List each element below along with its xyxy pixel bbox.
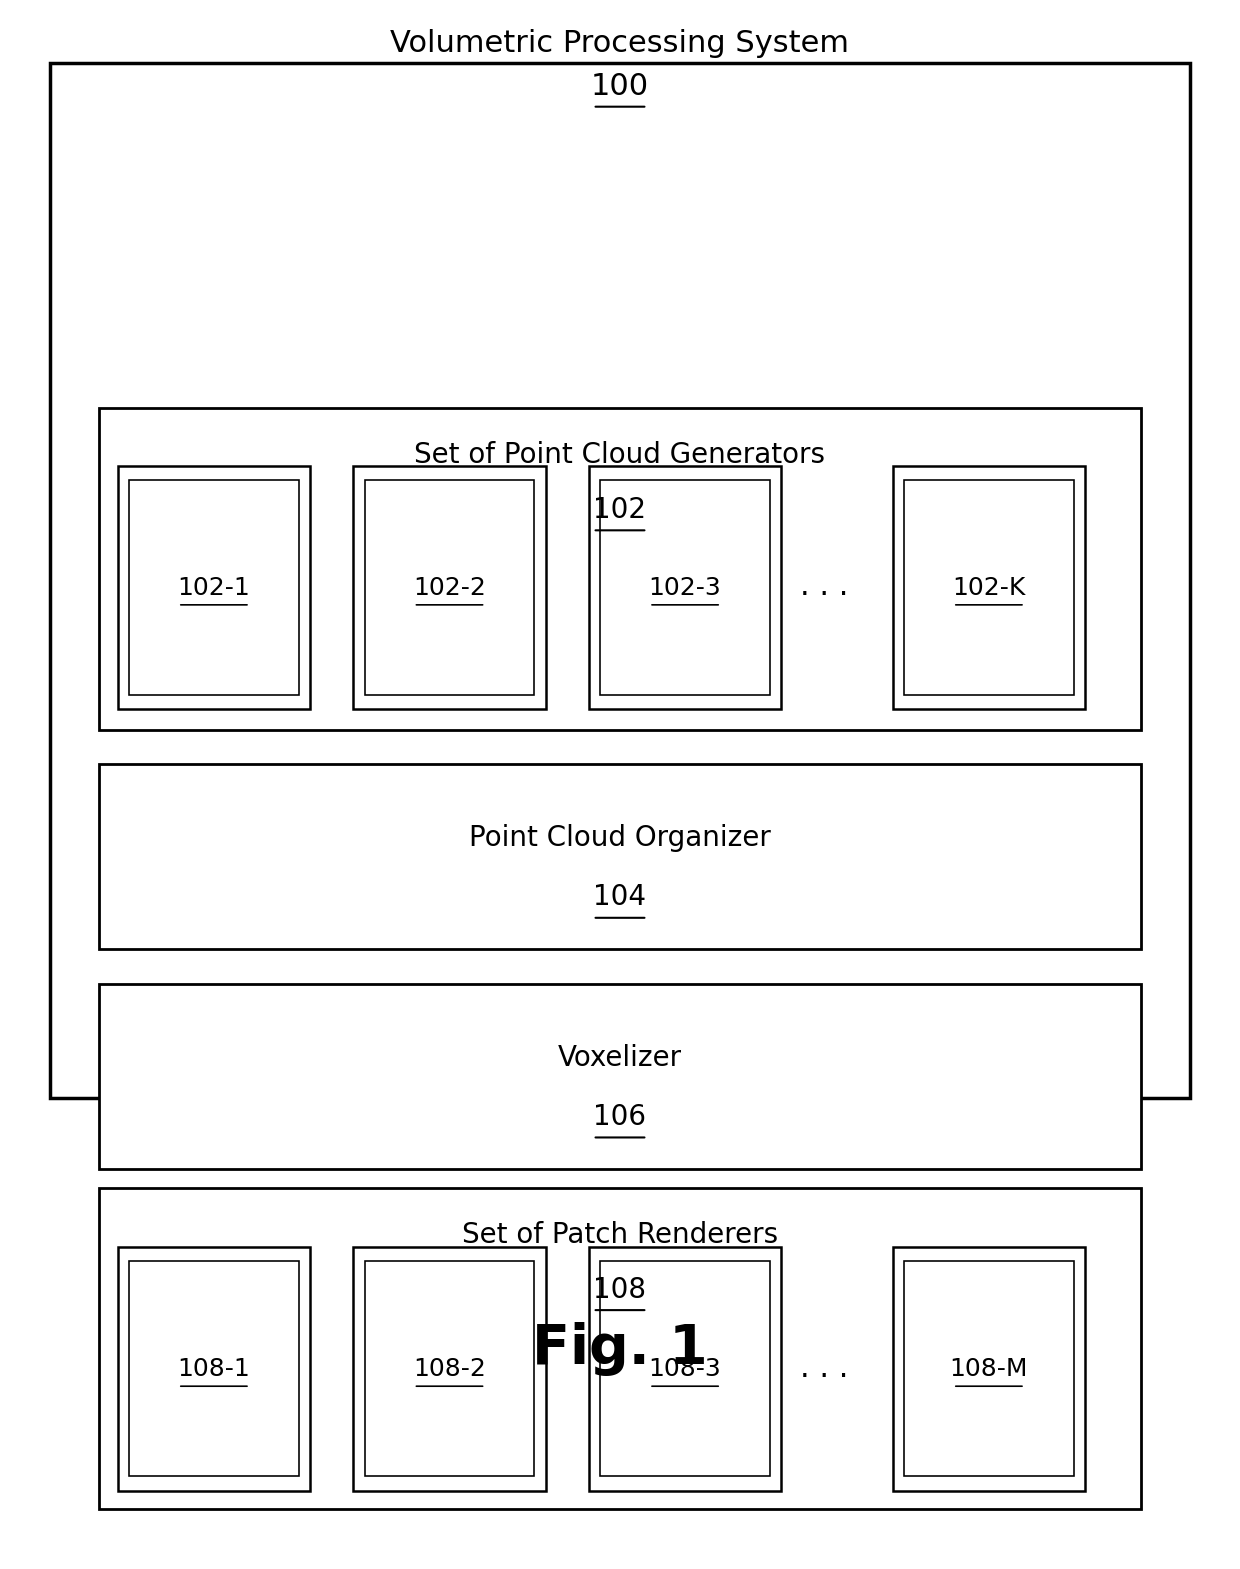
FancyBboxPatch shape xyxy=(904,480,1074,695)
Text: Fig. 1: Fig. 1 xyxy=(532,1323,708,1376)
FancyBboxPatch shape xyxy=(893,466,1085,709)
FancyBboxPatch shape xyxy=(50,63,1190,1098)
FancyBboxPatch shape xyxy=(129,1261,299,1476)
Text: Set of Patch Renderers: Set of Patch Renderers xyxy=(463,1221,777,1249)
Text: Volumetric Processing System: Volumetric Processing System xyxy=(391,30,849,58)
FancyBboxPatch shape xyxy=(600,480,770,695)
FancyBboxPatch shape xyxy=(129,480,299,695)
Text: 106: 106 xyxy=(594,1103,646,1131)
FancyBboxPatch shape xyxy=(99,764,1141,949)
Text: Set of Point Cloud Generators: Set of Point Cloud Generators xyxy=(414,441,826,469)
Text: 102-2: 102-2 xyxy=(413,576,486,599)
FancyBboxPatch shape xyxy=(99,1188,1141,1509)
FancyBboxPatch shape xyxy=(99,408,1141,730)
FancyBboxPatch shape xyxy=(353,1247,546,1491)
Text: 108-M: 108-M xyxy=(950,1357,1028,1381)
FancyBboxPatch shape xyxy=(118,466,310,709)
FancyBboxPatch shape xyxy=(353,466,546,709)
Text: 102-K: 102-K xyxy=(952,576,1025,599)
Text: 102: 102 xyxy=(594,496,646,524)
Text: 108-1: 108-1 xyxy=(177,1357,250,1381)
FancyBboxPatch shape xyxy=(893,1247,1085,1491)
Text: . . .: . . . xyxy=(800,573,849,601)
Text: 108-3: 108-3 xyxy=(649,1357,722,1381)
FancyBboxPatch shape xyxy=(904,1261,1074,1476)
FancyBboxPatch shape xyxy=(589,1247,781,1491)
Text: 108: 108 xyxy=(594,1276,646,1304)
Text: 100: 100 xyxy=(591,72,649,100)
FancyBboxPatch shape xyxy=(365,480,534,695)
Text: 102-3: 102-3 xyxy=(649,576,722,599)
Text: Point Cloud Organizer: Point Cloud Organizer xyxy=(469,824,771,852)
Text: 102-1: 102-1 xyxy=(177,576,250,599)
Text: . . .: . . . xyxy=(800,1354,849,1382)
FancyBboxPatch shape xyxy=(99,984,1141,1169)
FancyBboxPatch shape xyxy=(589,466,781,709)
Text: Voxelizer: Voxelizer xyxy=(558,1043,682,1072)
FancyBboxPatch shape xyxy=(118,1247,310,1491)
FancyBboxPatch shape xyxy=(600,1261,770,1476)
Text: 108-2: 108-2 xyxy=(413,1357,486,1381)
FancyBboxPatch shape xyxy=(365,1261,534,1476)
Text: 104: 104 xyxy=(594,883,646,912)
